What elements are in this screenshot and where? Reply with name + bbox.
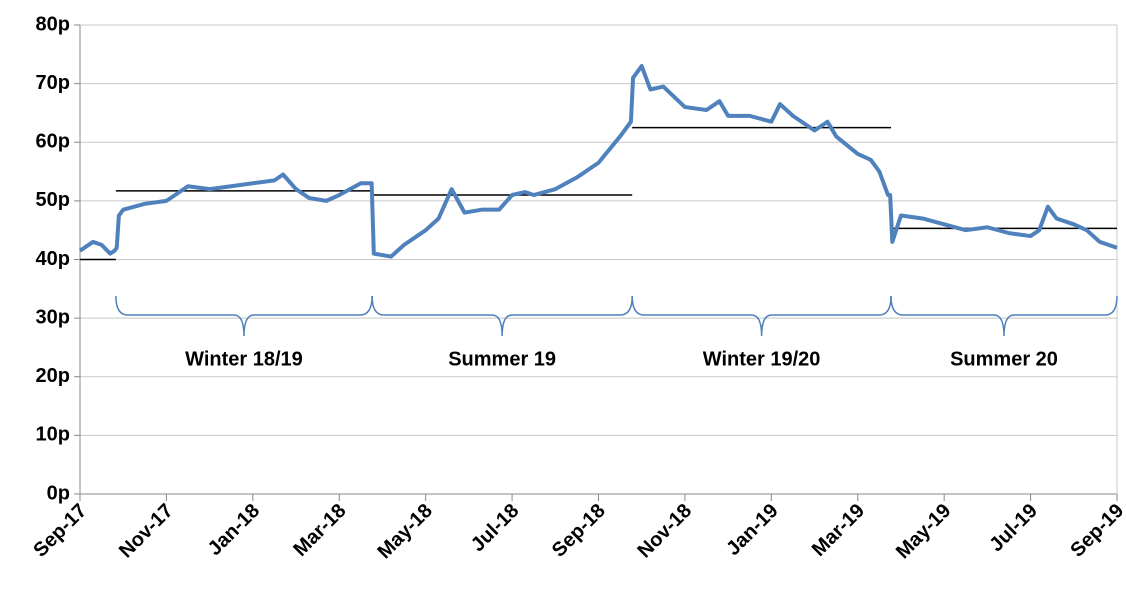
x-tick-label: May-19 bbox=[892, 500, 956, 564]
season-label: Summer 19 bbox=[448, 348, 556, 370]
season-brace bbox=[371, 295, 633, 337]
x-tick-label: Mar-18 bbox=[289, 500, 350, 561]
y-tick-label: 40p bbox=[36, 248, 70, 270]
x-tick-label: May-18 bbox=[373, 500, 437, 564]
x-tick-label: Sep-18 bbox=[548, 500, 610, 562]
x-tick-label: Jan-19 bbox=[722, 500, 782, 560]
x-tick-label: Nov-17 bbox=[115, 500, 178, 563]
season-brace bbox=[890, 295, 1118, 337]
y-tick-label: 60p bbox=[36, 131, 70, 153]
season-label: Winter 19/20 bbox=[703, 348, 821, 370]
y-tick-label: 80p bbox=[36, 13, 70, 35]
x-tick-label: Jan-18 bbox=[204, 500, 264, 560]
season-brace bbox=[115, 295, 373, 337]
y-tick-label: 50p bbox=[36, 189, 70, 211]
x-tick-label: Mar-19 bbox=[808, 500, 869, 561]
y-tick-label: 30p bbox=[36, 306, 70, 328]
y-tick-label: 20p bbox=[36, 365, 70, 387]
x-tick-label: Sep-17 bbox=[29, 500, 91, 562]
x-tick-label: Nov-18 bbox=[633, 500, 696, 563]
price-line bbox=[78, 64, 1118, 259]
season-brace bbox=[631, 295, 892, 337]
x-tick-label: Sep-19 bbox=[1066, 500, 1126, 562]
season-label: Winter 18/19 bbox=[185, 348, 303, 370]
season-label: Summer 20 bbox=[950, 348, 1058, 370]
x-tick-label: Jul-19 bbox=[985, 500, 1041, 556]
x-tick-label: Jul-18 bbox=[467, 500, 523, 556]
y-tick-label: 0p bbox=[47, 482, 70, 504]
y-tick-label: 70p bbox=[36, 72, 70, 94]
y-tick-label: 10p bbox=[36, 424, 70, 446]
